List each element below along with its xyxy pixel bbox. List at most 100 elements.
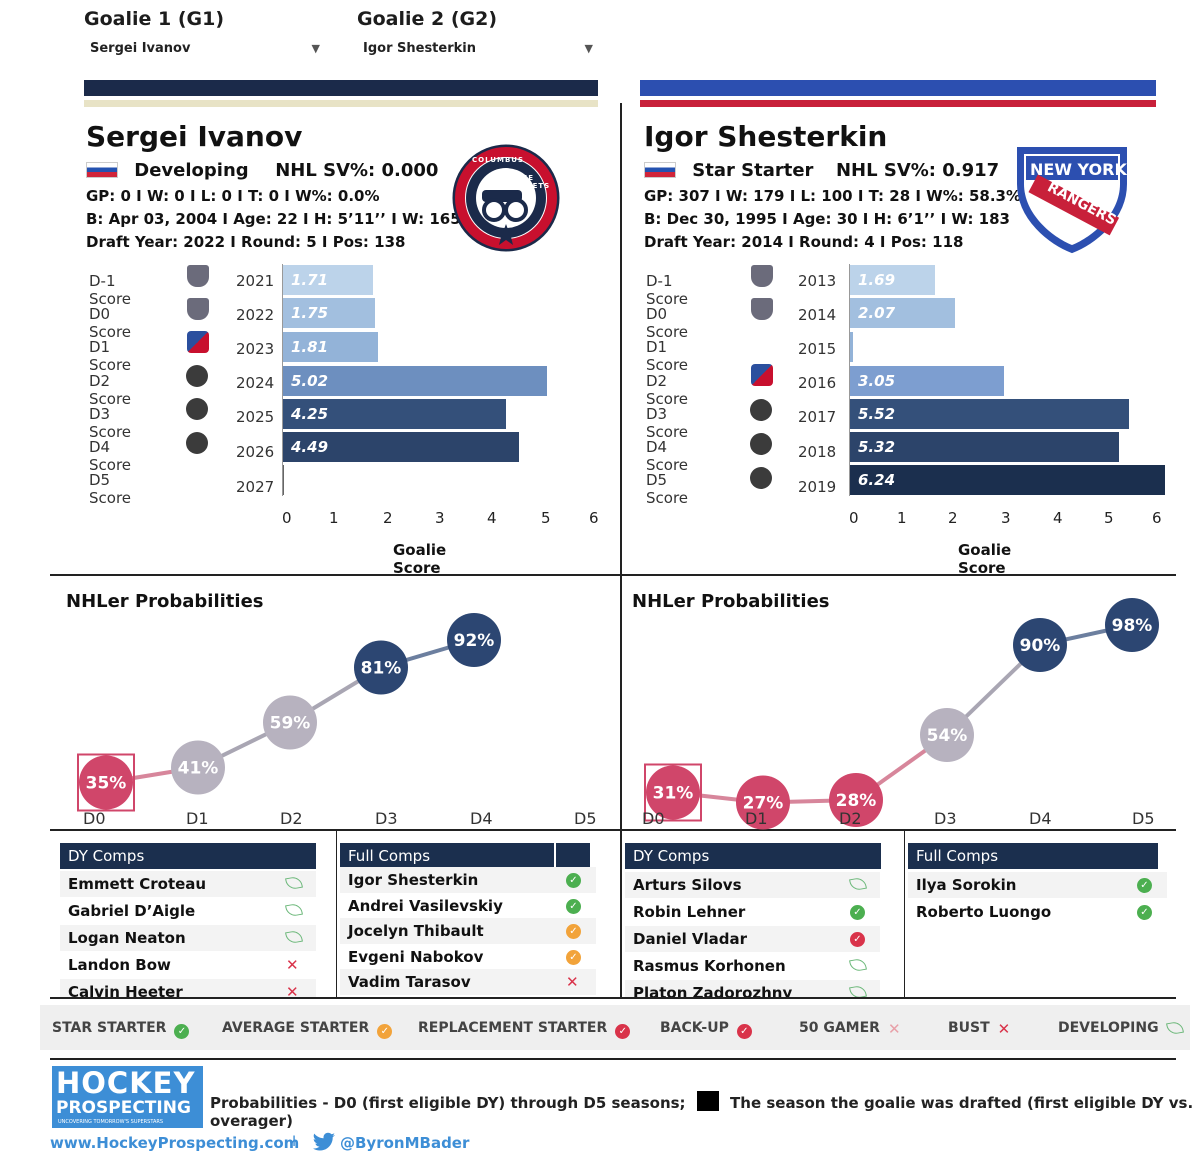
website-link[interactable]: www.HockeyProspecting.com [50, 1134, 300, 1152]
x-tick: 3 [1001, 509, 1011, 527]
score-bar[interactable]: 3.05 [850, 366, 1005, 396]
score-bar[interactable]: 4.49 [283, 432, 519, 462]
section-divider [50, 997, 1176, 999]
probability-label: 31% [653, 784, 694, 804]
year-label: 2015 [798, 340, 837, 358]
twitter-handle[interactable]: @ByronMBader [340, 1134, 470, 1152]
nhler-probability-charts: 35% 41% 59% 81% 92% 31% 27% 28% 54% 90% 98% [77, 598, 1159, 830]
average-starter-check-icon: ✓ [377, 1024, 393, 1039]
russia-flag-icon [644, 162, 676, 178]
star-starter-check-icon: ✓ [566, 898, 581, 914]
legend-label: 50 GAMER [799, 1020, 880, 1036]
probability-label: 35% [86, 774, 127, 794]
drafted-season-marker [644, 763, 702, 822]
probability-point[interactable] [79, 755, 133, 810]
chevron-down-icon[interactable]: ▼ [311, 42, 320, 55]
footer-separator: I [292, 1134, 297, 1150]
goalie2-select[interactable]: Igor Shesterkin ▼ [363, 41, 593, 56]
table-row[interactable]: Roberto Luongo ✓ [908, 899, 1167, 925]
probabilities-title: NHLer Probabilities [632, 591, 830, 612]
average-starter-check-icon: ✓ [566, 924, 581, 939]
mhl-league-icon [187, 298, 209, 320]
table-row[interactable]: Gabriel D’Aigle [60, 898, 316, 924]
probability-point[interactable] [646, 765, 700, 820]
year-label: 2014 [798, 306, 837, 324]
brand-bottom: PROSPECTING [56, 1098, 191, 1118]
black-square-icon [696, 1091, 719, 1111]
score-bar[interactable]: 2.07 [850, 298, 955, 328]
legend-item: 50 GAMER ✕ [799, 1020, 901, 1037]
year-label: 2025 [236, 408, 275, 426]
probability-point[interactable] [736, 775, 790, 830]
score-bar[interactable]: 5.02 [283, 366, 547, 396]
twitter-bird-icon[interactable] [312, 1132, 336, 1156]
probability-point[interactable] [171, 740, 225, 795]
probability-point[interactable] [263, 695, 317, 750]
table-row[interactable]: Igor Shesterkin ✓ [340, 867, 596, 893]
score-bar[interactable]: 1.69 [850, 265, 936, 295]
bar-value-label: 2.07 [858, 304, 896, 322]
score-bar[interactable]: 1.81 [283, 332, 379, 362]
comp-player-name: Vadim Tarasov [348, 973, 471, 991]
footer-note: Probabilities - D0 (first eligible DY) t… [210, 1091, 1200, 1130]
player-svpct: NHL SV%: 0.000 [275, 160, 439, 181]
legend-item: AVERAGE STARTER ✓ [222, 1020, 393, 1039]
score-bar[interactable]: 1.75 [283, 298, 375, 328]
footer-note-a: Probabilities - D0 (first eligible DY) t… [210, 1094, 686, 1112]
legend-label: STAR STARTER [52, 1020, 167, 1036]
probability-point[interactable] [447, 613, 501, 667]
probability-label: 41% [178, 759, 219, 779]
mhl-league-icon [751, 265, 773, 287]
table-row[interactable]: Evgeni Nabokov ✓ [340, 943, 596, 970]
khl-league-icon [186, 432, 208, 454]
probability-point[interactable] [1013, 618, 1067, 672]
score-bar[interactable]: 6.24 [850, 465, 1166, 495]
probability-label: 28% [836, 791, 877, 811]
table-row[interactable]: Daniel Vladar ✓ [625, 926, 880, 952]
row-label: D1 Score [646, 338, 689, 374]
table-row[interactable]: Calvin Heeter ✕ [60, 979, 316, 997]
score-bar[interactable]: 5.52 [850, 399, 1129, 429]
table-row[interactable]: Vadim Tarasov ✕ [340, 969, 596, 995]
probability-point[interactable] [920, 708, 974, 762]
goalie1-select[interactable]: Sergei Ivanov ▼ [90, 41, 320, 56]
comp-player-name: Landon Bow [68, 956, 171, 974]
table-row[interactable]: Logan Neaton [60, 925, 316, 951]
row-label: D5 Score [646, 471, 689, 507]
player-name: Sergei Ivanov [86, 120, 303, 153]
score-bar[interactable]: 1.71 [283, 265, 373, 295]
table-row[interactable]: Landon Bow ✕ [60, 952, 316, 978]
x-tick: 4 [487, 509, 497, 527]
russia-flag-icon [86, 162, 118, 178]
section-divider [50, 1058, 1176, 1060]
probability-point[interactable] [1105, 598, 1159, 652]
fifty-gamer-x-icon: ✕ [887, 1020, 901, 1038]
probability-point[interactable] [354, 640, 408, 695]
brand-top: HOCKEY [56, 1066, 196, 1100]
chevron-down-icon[interactable]: ▼ [584, 42, 593, 55]
bar-empty [283, 465, 284, 495]
comps-table-header: DY Comps [625, 843, 881, 869]
row-label: D2 Score [89, 372, 132, 408]
score-bar[interactable] [850, 332, 853, 362]
star-starter-check-icon: ✓ [1137, 878, 1152, 893]
probability-point[interactable] [829, 773, 883, 827]
table-row[interactable]: Robin Lehner ✓ [625, 899, 880, 925]
table-row[interactable]: Emmett Croteau [60, 871, 316, 897]
columbus-blue-jackets-logo: COLUMBUS BLUE JACKETS [452, 140, 562, 256]
table-row[interactable]: Jocelyn Thibault ✓ [340, 918, 596, 944]
table-row[interactable]: Rasmus Korhonen [625, 953, 880, 979]
score-bar[interactable]: 4.25 [283, 399, 507, 429]
comp-player-name: Roberto Luongo [916, 903, 1052, 921]
comps-table-header-icon-col [556, 843, 590, 869]
table-row[interactable]: Platon Zadorozhny [625, 980, 880, 997]
comp-player-name: Platon Zadorozhny [633, 984, 793, 997]
table-row[interactable]: Andrei Vasilevskiy ✓ [340, 892, 596, 919]
probability-label: 59% [270, 714, 311, 734]
player-draft-line: Draft Year: 2022 I Round: 5 I Pos: 138 [86, 233, 406, 251]
score-bar[interactable]: 5.32 [850, 432, 1119, 462]
legend-item: BUST ✕ [948, 1020, 1010, 1037]
table-row[interactable]: Arturs Silovs [625, 872, 880, 898]
comps-table-header: Full Comps [340, 843, 554, 869]
table-row[interactable]: Ilya Sorokin ✓ [908, 872, 1167, 898]
